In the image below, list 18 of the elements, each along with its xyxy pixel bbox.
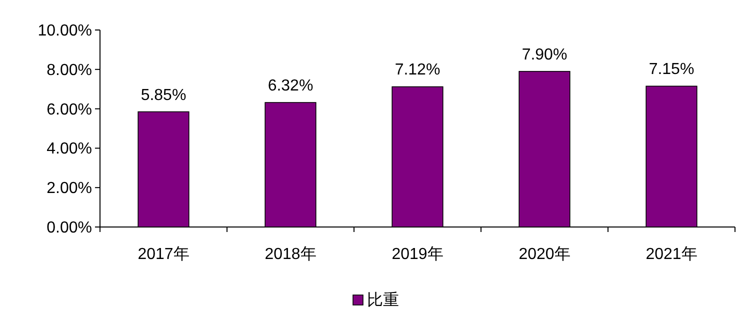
data-label: 7.90% [522, 46, 568, 64]
data-label: 7.12% [394, 62, 440, 79]
x-tick-label: 2018年 [264, 246, 316, 263]
legend: 比重 [352, 292, 399, 309]
y-tick-label: 4.00% [46, 140, 92, 158]
y-tick-label: 10.00% [38, 22, 92, 40]
legend-label: 比重 [367, 291, 399, 309]
y-tick-label: 2.00% [46, 180, 92, 198]
data-label: 7.15% [648, 61, 694, 78]
x-tick-label: 2021年 [646, 246, 698, 263]
data-label: 5.85% [140, 86, 186, 104]
x-tick-label: 2017年 [138, 246, 190, 263]
x-tick-label: 2019年 [392, 246, 444, 263]
x-tick-label: 2020年 [518, 246, 570, 263]
y-tick-label: 6.00% [46, 101, 92, 118]
data-label: 6.32% [268, 77, 314, 94]
y-tick-label: 8.00% [46, 62, 92, 79]
y-tick-label: 0.00% [46, 220, 92, 236]
